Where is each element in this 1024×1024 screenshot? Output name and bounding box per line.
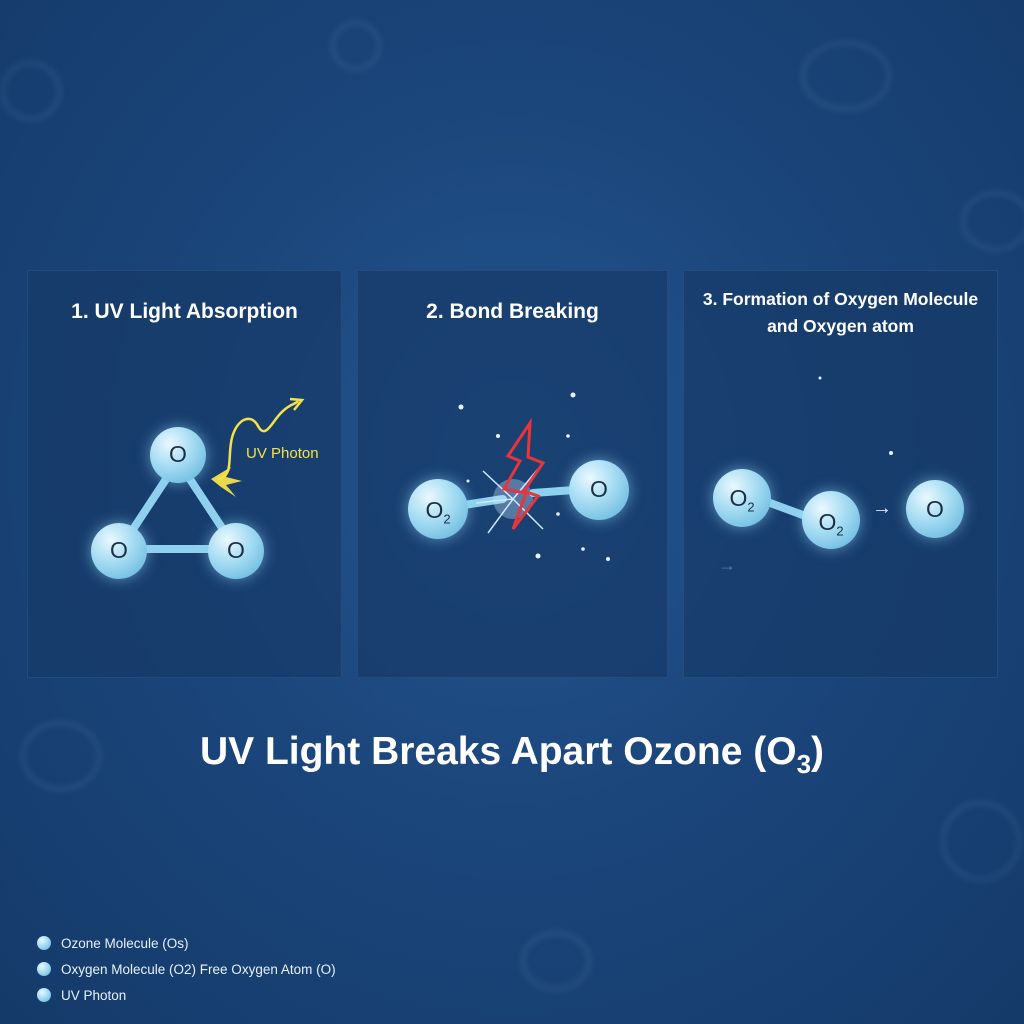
legend-item-ozone: Ozone Molecule (Oѕ) bbox=[37, 930, 336, 956]
oxygen-molecule-atom: O2 bbox=[408, 479, 468, 539]
uv-photon-wave-icon bbox=[217, 400, 300, 481]
arrow-head-icon bbox=[289, 397, 305, 411]
panel-title: 1. UV Light Absorption bbox=[71, 300, 298, 323]
legend-dot-icon bbox=[37, 936, 51, 950]
sparkle-dot bbox=[818, 376, 822, 380]
oxygen-atom: O bbox=[91, 523, 147, 579]
background-bubble bbox=[800, 40, 892, 112]
sparkle-dots bbox=[458, 392, 610, 561]
uv-photon-label: UV Photon bbox=[246, 445, 319, 462]
faint-arrow-icon: → bbox=[718, 555, 736, 575]
panel-uv-light-absorption: 1. UV Light Absorption O O O UV Photon bbox=[27, 270, 342, 678]
background-bubble bbox=[520, 930, 592, 992]
legend-dot-icon bbox=[37, 988, 51, 1002]
oxygen-atom: O bbox=[208, 523, 264, 579]
panel-title: 3. Formation of Oxygen Molecule and Oxyg… bbox=[702, 289, 979, 336]
oxygen-molecule-atom: O2 bbox=[802, 491, 860, 549]
panel-bond-breaking: 2. Bond Breaking O2 O bbox=[357, 270, 668, 678]
oxygen-atom: O bbox=[569, 460, 629, 520]
lightning-bolt-icon bbox=[501, 417, 546, 530]
arrow-icon: → bbox=[872, 497, 892, 519]
legend-item-uv-photon: UV Photon bbox=[37, 982, 336, 1008]
legend-dot-icon bbox=[37, 962, 51, 976]
panel-formation: 3. Formation of Oxygen Molecule and Oxyg… bbox=[683, 270, 998, 678]
free-oxygen-atom: O bbox=[906, 480, 964, 538]
background-bubble bbox=[960, 190, 1024, 252]
main-title: UV Light Breaks Apart Ozone (O3) bbox=[199, 730, 825, 779]
impact-flash-icon bbox=[211, 467, 242, 497]
legend: Ozone Molecule (Oѕ) Oxygen Molecule (O2)… bbox=[37, 930, 336, 1008]
oxygen-atom: O bbox=[150, 427, 206, 483]
background-bubble bbox=[0, 60, 62, 122]
sparkle-dot bbox=[889, 451, 893, 455]
background-bubble bbox=[20, 720, 102, 792]
background-bubble bbox=[940, 800, 1022, 882]
bond-breaking-effects bbox=[434, 392, 610, 561]
oxygen-molecule-atom: O2 bbox=[713, 469, 771, 527]
legend-item-oxygen: Oxygen Molecule (O2) Free Oxygen Atom (O… bbox=[37, 956, 336, 982]
background-bubble bbox=[330, 20, 382, 72]
panel-title: 2. Bond Breaking bbox=[426, 300, 599, 323]
